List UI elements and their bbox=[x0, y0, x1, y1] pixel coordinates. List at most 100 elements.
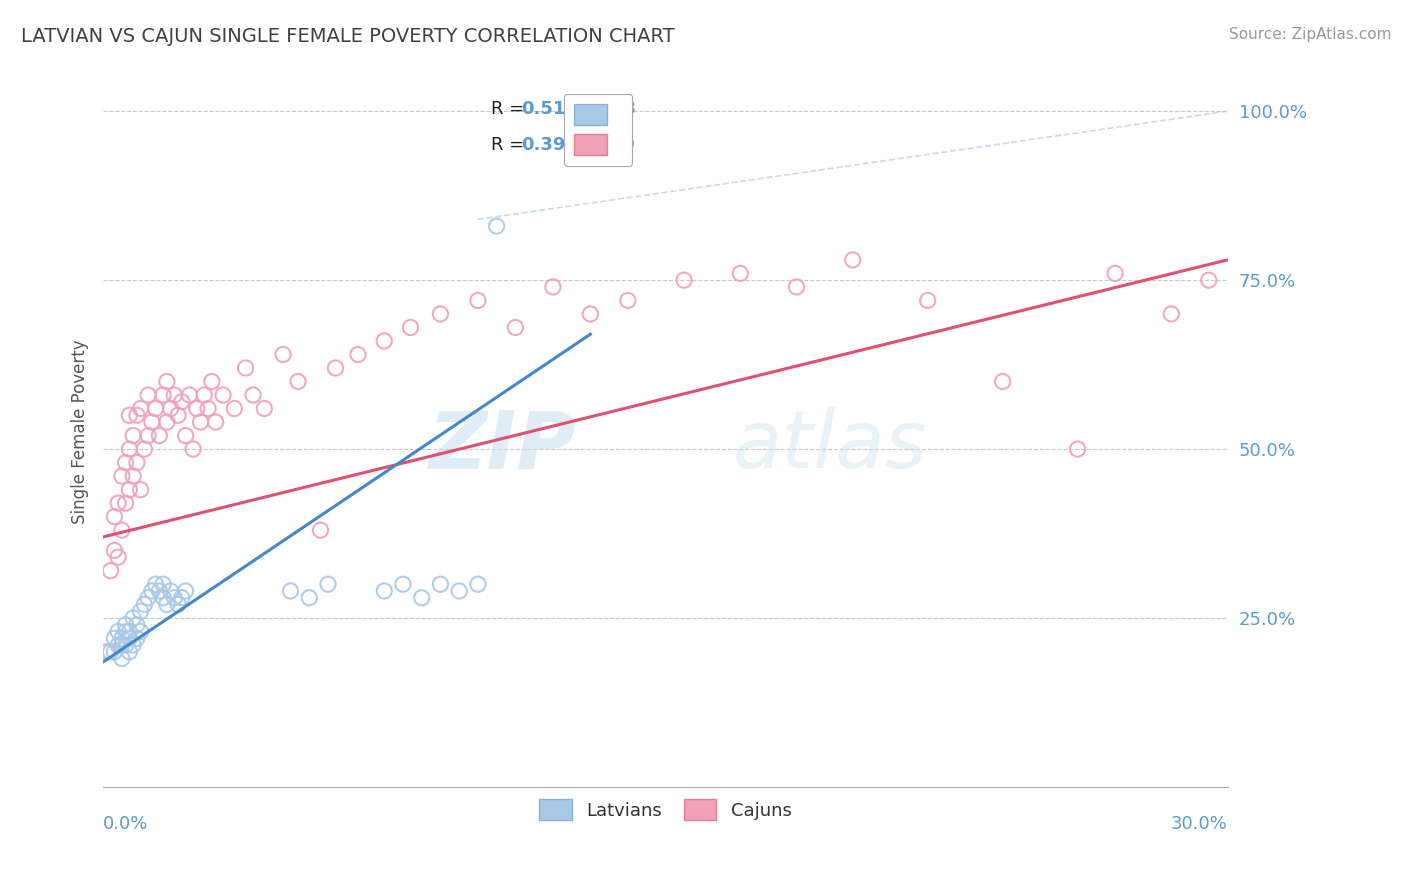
Point bbox=[100, 564, 122, 578]
Point bbox=[449, 584, 471, 599]
Text: 43: 43 bbox=[612, 101, 637, 119]
Text: atlas: atlas bbox=[733, 408, 928, 485]
Point bbox=[429, 577, 451, 591]
Point bbox=[118, 409, 141, 423]
Point bbox=[298, 591, 321, 605]
Point bbox=[141, 584, 163, 599]
Point bbox=[129, 624, 152, 639]
Point bbox=[125, 617, 148, 632]
Point bbox=[111, 638, 134, 652]
Point bbox=[136, 388, 159, 402]
Point bbox=[309, 523, 332, 537]
Point bbox=[167, 598, 190, 612]
Point bbox=[673, 273, 696, 287]
Point bbox=[170, 591, 193, 605]
Point bbox=[325, 361, 347, 376]
Point bbox=[145, 401, 167, 416]
Point bbox=[152, 388, 174, 402]
Point bbox=[917, 293, 939, 308]
Point bbox=[111, 523, 134, 537]
Point bbox=[152, 591, 174, 605]
Text: N =: N = bbox=[581, 101, 621, 119]
Text: ZIP: ZIP bbox=[427, 408, 575, 485]
Point bbox=[271, 347, 294, 361]
Point bbox=[129, 483, 152, 497]
Point bbox=[107, 638, 129, 652]
Point bbox=[134, 442, 156, 456]
Point bbox=[145, 577, 167, 591]
Point bbox=[167, 409, 190, 423]
Point bbox=[114, 624, 136, 639]
Point bbox=[617, 293, 640, 308]
Point bbox=[125, 632, 148, 646]
Point bbox=[253, 401, 276, 416]
Point bbox=[485, 219, 508, 233]
Point bbox=[100, 645, 122, 659]
Point bbox=[107, 550, 129, 565]
Point bbox=[429, 307, 451, 321]
Point bbox=[111, 469, 134, 483]
Point bbox=[129, 604, 152, 618]
Point bbox=[114, 638, 136, 652]
Point bbox=[107, 496, 129, 510]
Point bbox=[114, 456, 136, 470]
Point bbox=[316, 577, 339, 591]
Point bbox=[122, 428, 145, 442]
Text: R =: R = bbox=[491, 136, 530, 153]
Text: 69: 69 bbox=[612, 136, 637, 153]
Text: 30.0%: 30.0% bbox=[1171, 815, 1227, 833]
Point bbox=[118, 632, 141, 646]
Point bbox=[186, 401, 208, 416]
Point bbox=[373, 584, 395, 599]
Point bbox=[179, 388, 201, 402]
Point bbox=[505, 320, 527, 334]
Point bbox=[156, 415, 179, 429]
Point bbox=[287, 375, 309, 389]
Point bbox=[579, 307, 602, 321]
Point bbox=[96, 645, 118, 659]
Point bbox=[118, 624, 141, 639]
Point bbox=[174, 428, 197, 442]
Point bbox=[118, 442, 141, 456]
Point bbox=[125, 409, 148, 423]
Point bbox=[1160, 307, 1182, 321]
Point bbox=[136, 428, 159, 442]
Point bbox=[201, 375, 224, 389]
Point bbox=[212, 388, 235, 402]
Point bbox=[411, 591, 433, 605]
Point bbox=[174, 584, 197, 599]
Point bbox=[392, 577, 415, 591]
Point bbox=[114, 496, 136, 510]
Point bbox=[190, 415, 212, 429]
Point bbox=[118, 645, 141, 659]
Point bbox=[114, 617, 136, 632]
Point bbox=[159, 584, 181, 599]
Point bbox=[163, 591, 186, 605]
Text: LATVIAN VS CAJUN SINGLE FEMALE POVERTY CORRELATION CHART: LATVIAN VS CAJUN SINGLE FEMALE POVERTY C… bbox=[21, 27, 675, 45]
Point bbox=[1104, 266, 1126, 280]
Point bbox=[111, 651, 134, 665]
Point bbox=[347, 347, 370, 361]
Point bbox=[156, 375, 179, 389]
Point bbox=[224, 401, 246, 416]
Legend: Latvians, Cajuns: Latvians, Cajuns bbox=[531, 792, 799, 828]
Point bbox=[467, 577, 489, 591]
Point bbox=[786, 280, 808, 294]
Point bbox=[103, 509, 125, 524]
Point bbox=[541, 280, 564, 294]
Point bbox=[122, 638, 145, 652]
Point bbox=[235, 361, 257, 376]
Point bbox=[1198, 273, 1220, 287]
Point bbox=[122, 611, 145, 625]
Point bbox=[148, 584, 170, 599]
Point bbox=[129, 401, 152, 416]
Text: 0.515: 0.515 bbox=[522, 101, 578, 119]
Point bbox=[467, 293, 489, 308]
Text: 0.395: 0.395 bbox=[522, 136, 578, 153]
Point bbox=[125, 456, 148, 470]
Point bbox=[136, 591, 159, 605]
Point bbox=[991, 375, 1014, 389]
Point bbox=[103, 632, 125, 646]
Point bbox=[152, 577, 174, 591]
Point bbox=[730, 266, 752, 280]
